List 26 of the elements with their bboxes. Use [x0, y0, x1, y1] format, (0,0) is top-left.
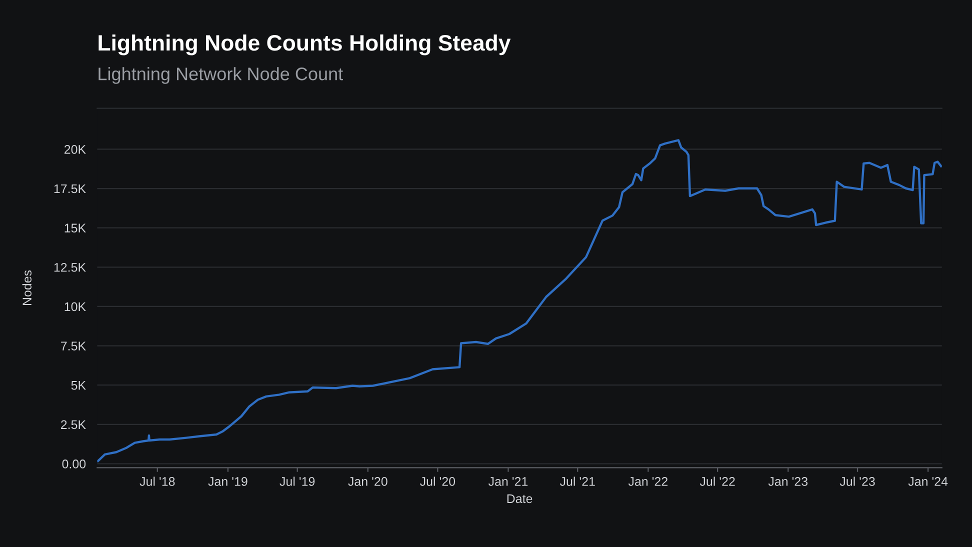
x-axis-title: Date	[507, 494, 532, 504]
y-axis-title: Nodes	[22, 270, 32, 306]
y-tick-label: 17.5K	[54, 184, 86, 194]
x-tick-label: Jul '20	[420, 476, 456, 486]
x-tick-label: Jul '21	[560, 476, 595, 486]
y-tick-label: 15K	[64, 224, 86, 232]
x-tick-label: Jan '20	[348, 477, 388, 486]
y-tick-label: 20K	[64, 145, 86, 154]
line-series	[97, 139, 942, 462]
x-tick-label: Jan '23	[768, 477, 808, 486]
x-tick-label: Jul '23	[840, 476, 875, 486]
y-tick-label: 12.5K	[54, 262, 86, 272]
chart-subtitle: Lightning Network Node Count	[98, 67, 343, 84]
x-tick-label: Jan '19	[208, 477, 248, 486]
y-tick-label: 2.5K	[61, 420, 86, 430]
y-tick-label: 0.00	[62, 460, 86, 468]
x-tick-label: Jan '21	[488, 477, 528, 486]
x-tick-label: Jul '22	[700, 476, 735, 486]
chart-title: Lightning Node Counts Holding Steady	[98, 34, 511, 56]
y-tick-label: 7.5K	[61, 342, 86, 350]
y-tick-label: 10K	[64, 302, 86, 312]
x-tick-label: Jul '19	[280, 476, 315, 486]
x-tick-label: Jan '22	[628, 477, 668, 486]
y-tick-label: 5K	[71, 381, 86, 390]
x-tick-label: Jul '18	[140, 476, 175, 486]
x-tick-label: Jan '24	[908, 477, 948, 486]
